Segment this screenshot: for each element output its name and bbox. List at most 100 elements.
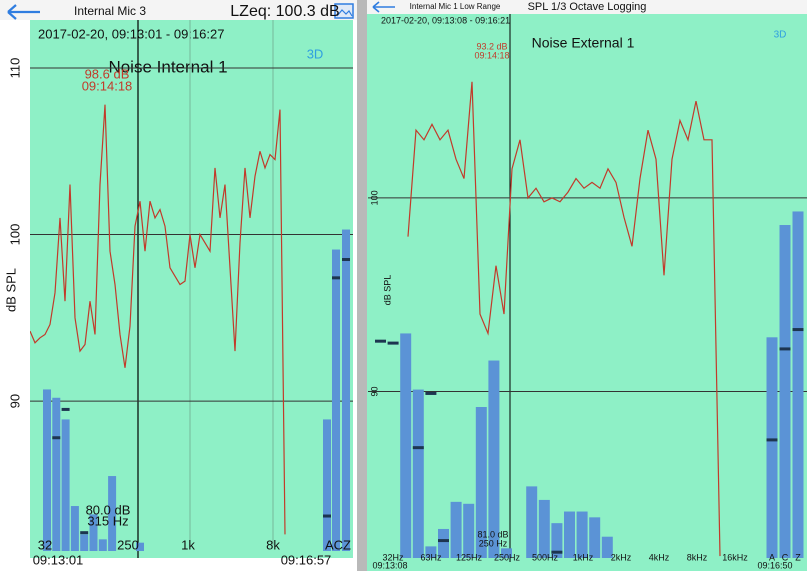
right-header — [367, 0, 807, 14]
header-title: Internal Mic 3 — [74, 4, 146, 18]
mode-3d[interactable]: 3D — [774, 30, 787, 41]
bar — [412, 389, 424, 558]
bar-readout-value: 80.0 dB — [86, 502, 131, 517]
header-sub: Internal Mic 1 Low Range — [410, 2, 501, 11]
x-tick-label: Z — [795, 552, 801, 562]
peak-marker — [332, 276, 340, 280]
bar — [501, 548, 512, 558]
bar — [538, 499, 550, 558]
x-tick-label: ACZ — [325, 537, 351, 552]
cursor-time: 09:14:18 — [82, 78, 133, 93]
peak-marker — [551, 550, 563, 554]
bar — [450, 501, 462, 558]
spl-line — [407, 81, 721, 557]
y-tick-label: 90 — [369, 387, 379, 397]
bar — [108, 476, 117, 551]
x-tick-label: 8kHz — [687, 552, 708, 562]
image-button[interactable] — [334, 3, 354, 19]
peak-marker — [766, 438, 778, 442]
x-tick-label: 32 — [38, 537, 52, 552]
bar — [475, 406, 487, 558]
bar — [425, 546, 437, 558]
image-icon — [336, 9, 353, 17]
y-tick-label: 100 — [7, 224, 22, 246]
bar — [89, 514, 98, 551]
peak-marker — [342, 258, 350, 262]
header-title: SPL 1/3 Octave Logging — [528, 1, 647, 13]
left-header — [0, 0, 357, 20]
bar — [438, 528, 449, 558]
end-time: 09:16:57 — [281, 552, 332, 567]
start-time: 09:13:08 — [372, 560, 407, 570]
peak-marker — [779, 347, 791, 351]
bar — [488, 360, 500, 558]
lzeq: LZeq: 100.3 dB — [230, 3, 339, 20]
cursor-value: 98.6 dB — [85, 66, 130, 81]
left-plot-bg — [30, 20, 353, 558]
y-tick-label: 110 — [7, 58, 22, 79]
x-tick-label: 4kHz — [649, 552, 670, 562]
peak-marker — [375, 339, 386, 343]
bar-readout-value: 81.0 dB — [477, 529, 508, 539]
y-axis-label: dB SPL — [3, 268, 18, 312]
bar — [342, 229, 350, 552]
bar — [80, 534, 89, 551]
peak-marker — [412, 446, 424, 450]
cursor-time: 09:14:18 — [474, 50, 509, 60]
bar — [136, 542, 144, 551]
x-tick-label: 63Hz — [420, 552, 442, 562]
spl-line — [30, 104, 286, 535]
bar — [52, 397, 61, 551]
bar — [779, 225, 791, 558]
back-button[interactable] — [372, 1, 395, 13]
time-range: 2017-02-20, 09:13:01 - 09:16:27 — [38, 26, 224, 41]
right-plot-bg — [367, 14, 807, 571]
bar — [601, 536, 613, 558]
x-tick-label: 2kHz — [611, 552, 632, 562]
x-tick-label: 1kHz — [573, 552, 594, 562]
bar — [400, 333, 412, 558]
bar — [463, 503, 475, 558]
divider — [357, 0, 367, 571]
bar — [61, 419, 70, 551]
peak-marker — [61, 407, 70, 411]
y-tick-label: 90 — [7, 394, 22, 408]
bar — [332, 249, 340, 551]
end-time: 09:16:50 — [757, 560, 792, 570]
x-tick-label: 16kHz — [722, 552, 748, 562]
x-tick-label: 1k — [181, 537, 195, 552]
peak-marker — [52, 436, 61, 440]
x-tick-label: A — [769, 552, 775, 562]
x-tick-label: 500Hz — [532, 552, 559, 562]
peak-marker — [438, 539, 449, 543]
time-range: 2017-02-20, 09:13:08 - 09:16:21 — [381, 15, 510, 25]
peak-marker — [387, 341, 399, 345]
bar — [526, 486, 538, 558]
bar — [792, 211, 804, 558]
bar-readout-freq: 250 Hz — [479, 538, 508, 548]
y-axis-label: dB SPL — [382, 275, 392, 306]
bar — [70, 506, 79, 551]
mode-3d[interactable]: 3D — [307, 46, 324, 61]
cursor-value: 93.2 dB — [476, 41, 507, 51]
peak-marker — [80, 531, 89, 535]
x-tick-label: 250Hz — [494, 552, 521, 562]
bar-readout-freq: 315 Hz — [87, 513, 128, 528]
bar — [576, 511, 588, 558]
back-button[interactable] — [7, 4, 40, 20]
x-tick-label: 32Hz — [382, 552, 404, 562]
bar — [564, 511, 575, 558]
bar — [551, 523, 563, 558]
x-tick-label: 8k — [266, 537, 280, 552]
x-tick-label: 125Hz — [456, 552, 483, 562]
bar — [98, 539, 107, 551]
bar — [589, 517, 601, 558]
y-tick-label: 100 — [369, 190, 379, 205]
series-name: Noise External 1 — [532, 35, 635, 51]
peak-marker — [323, 514, 331, 518]
bar — [43, 389, 51, 551]
x-tick-label: C — [782, 552, 789, 562]
bar — [323, 419, 331, 551]
peak-marker — [792, 328, 804, 332]
